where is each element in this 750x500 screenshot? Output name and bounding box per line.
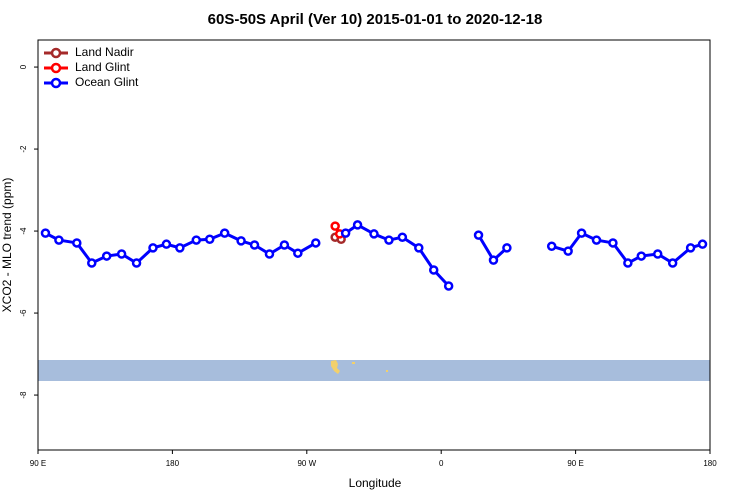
point	[488, 255, 499, 265]
point	[652, 249, 663, 259]
plot-frame	[37, 39, 711, 451]
land-patch	[352, 362, 355, 364]
y-tick-label: -4	[19, 227, 28, 235]
y-axis-label: XCO2 - MLO trend (ppm)	[0, 178, 14, 313]
point	[293, 248, 303, 258]
point	[175, 243, 185, 253]
point	[397, 232, 408, 242]
point	[576, 228, 587, 238]
point	[264, 249, 275, 259]
ocean-band	[38, 360, 710, 381]
point	[311, 238, 321, 248]
point	[623, 258, 633, 268]
x-tick-label: 90 W	[297, 459, 316, 468]
point	[697, 239, 708, 249]
point	[54, 235, 64, 245]
y-tick-label: -8	[19, 391, 28, 399]
point	[191, 235, 202, 245]
point	[249, 240, 260, 250]
legend-label: Land Glint	[75, 60, 130, 74]
point	[667, 258, 678, 268]
y-tick-label: -6	[19, 309, 28, 317]
legend-label: Ocean Glint	[75, 75, 139, 89]
chart-title: 60S-50S April (Ver 10) 2015-01-01 to 202…	[208, 11, 543, 28]
point	[352, 220, 363, 230]
x-tick-label: 90 E	[30, 459, 46, 468]
point	[279, 240, 290, 250]
point	[101, 251, 112, 261]
point	[414, 243, 424, 253]
point	[636, 251, 647, 261]
point	[369, 229, 379, 239]
point	[72, 238, 82, 248]
legend-label: Land Nadir	[75, 45, 134, 59]
y-tick-label: 0	[19, 64, 28, 69]
point	[563, 246, 573, 256]
legend-marker	[50, 77, 62, 89]
point	[161, 239, 172, 249]
x-tick-label: 180	[166, 459, 180, 468]
point	[685, 243, 696, 253]
x-tick-label: 0	[439, 459, 444, 468]
land-patch	[331, 360, 340, 374]
point	[591, 235, 602, 245]
x-tick-label: 180	[703, 459, 717, 468]
point	[502, 243, 512, 253]
point	[384, 235, 394, 245]
point	[330, 221, 340, 231]
point	[131, 258, 142, 268]
legend-marker	[50, 62, 62, 74]
point	[428, 265, 439, 275]
legend-marker	[50, 47, 62, 59]
point	[40, 228, 51, 238]
point	[546, 241, 557, 251]
y-tick-label: -2	[19, 145, 28, 153]
point	[219, 228, 230, 238]
point	[473, 230, 484, 240]
point	[116, 249, 127, 259]
point	[236, 236, 246, 246]
point	[443, 281, 454, 291]
point	[204, 234, 215, 245]
land-patch	[386, 370, 388, 372]
x-axis-label: Longitude	[349, 476, 402, 490]
point	[148, 243, 158, 253]
x-tick-label: 90 E	[567, 459, 583, 468]
map-strip	[38, 360, 710, 381]
point	[340, 228, 351, 238]
point	[87, 258, 97, 268]
point	[608, 238, 618, 248]
